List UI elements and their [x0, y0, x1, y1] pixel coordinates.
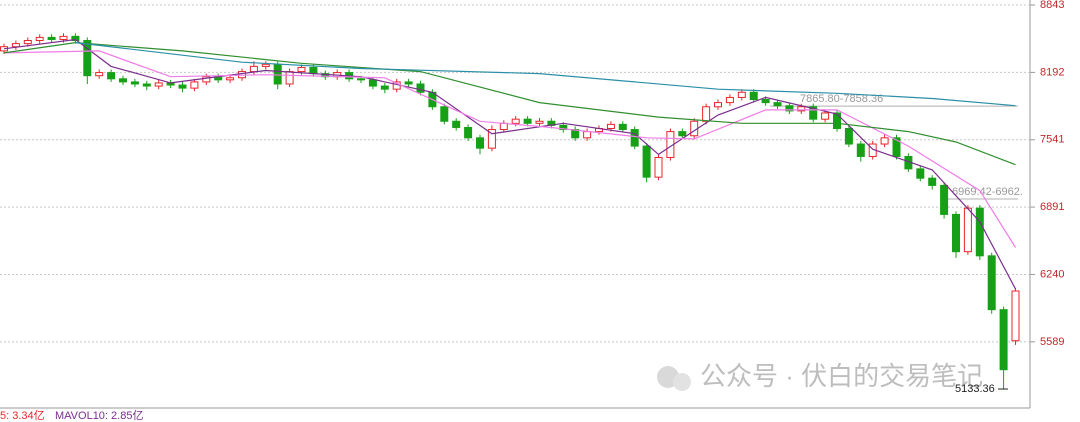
- moving-average-line: [75, 42, 1016, 107]
- candle-body: [963, 207, 972, 253]
- candle-body: [916, 168, 925, 179]
- y-tick-label: 8843: [1040, 0, 1064, 11]
- candle-body: [178, 84, 187, 89]
- candle-body: [297, 66, 306, 73]
- candle-body: [523, 118, 532, 124]
- candle-body: [487, 129, 496, 149]
- candle-body: [511, 118, 520, 124]
- candle-body: [368, 79, 377, 87]
- y-tick-label: 5589: [1040, 336, 1064, 348]
- y-tick-label: 8192: [1040, 66, 1064, 78]
- candle-body: [583, 131, 592, 139]
- candle-body: [749, 91, 758, 101]
- candle-body: [119, 78, 127, 83]
- watermark-icon: [673, 373, 691, 391]
- candle-body: [714, 102, 722, 108]
- candle-body: [821, 112, 830, 120]
- candle-body: [380, 85, 389, 90]
- candle-body: [202, 76, 211, 83]
- candle-body: [285, 71, 294, 85]
- candle-body: [725, 96, 734, 104]
- candle-body: [47, 36, 56, 40]
- candle-body: [440, 106, 449, 122]
- candle-body: [309, 66, 318, 75]
- candle-body: [499, 122, 508, 131]
- candle-body: [702, 106, 711, 122]
- candle-body: [107, 72, 116, 80]
- candle-body: [273, 63, 282, 85]
- candle-body: [190, 81, 199, 89]
- candle-body: [476, 137, 484, 149]
- candle-body: [535, 120, 544, 124]
- candle-body: [856, 143, 865, 157]
- candle-body: [249, 65, 258, 73]
- candle-body: [880, 137, 889, 145]
- candle-body: [797, 106, 806, 112]
- candle-body: [987, 255, 996, 311]
- candle-body: [642, 145, 651, 178]
- candle-body: [999, 309, 1008, 371]
- candle-body: [678, 131, 687, 137]
- candle-body: [928, 177, 937, 186]
- candle-body: [154, 82, 163, 87]
- watermark-text: 公众号 · 伏白的交易笔记: [700, 361, 983, 391]
- candle-body: [833, 112, 841, 129]
- candle-body: [35, 36, 44, 42]
- candle-body: [773, 102, 782, 107]
- candle-body: [844, 127, 853, 145]
- candle-body: [785, 105, 794, 112]
- candle-body: [404, 81, 413, 85]
- candle-body: [952, 213, 960, 253]
- candle-body: [559, 124, 568, 131]
- candle-body: [975, 207, 984, 257]
- moving-average-line: [3, 38, 1017, 290]
- candle-body: [130, 81, 139, 85]
- candle-body: [226, 77, 235, 81]
- candle-body: [71, 35, 80, 42]
- annotation-label: 6969.42-6962.: [952, 186, 1023, 198]
- candle-body: [23, 40, 32, 45]
- candle-body: [452, 120, 461, 128]
- moving-average-line: [3, 41, 1016, 166]
- candle-body: [59, 35, 68, 40]
- candle-body: [416, 83, 425, 93]
- candle-body: [357, 78, 365, 81]
- annotation-label: 7865.80-7858.36: [800, 93, 883, 105]
- candle-body: [11, 43, 20, 48]
- candle-body: [464, 126, 473, 139]
- candle-body: [892, 137, 901, 157]
- candle-body: [95, 72, 104, 77]
- candle-body: [618, 123, 627, 131]
- candle-body: [1011, 290, 1020, 342]
- low-marker-label: 5133.36: [955, 383, 995, 395]
- candle-body: [142, 83, 151, 87]
- moving-average-line: [3, 50, 1017, 248]
- volume-label: 5: 3.34亿: [0, 409, 45, 422]
- volume-label: MAVOL10: 2.85亿: [55, 409, 143, 422]
- y-tick-label: 6891: [1040, 201, 1064, 213]
- candle-body: [940, 184, 949, 215]
- candle-body: [737, 91, 746, 98]
- candle-body: [761, 99, 770, 104]
- candle-body: [261, 63, 270, 67]
- candle-body: [630, 129, 639, 147]
- candle-body: [654, 156, 663, 178]
- y-tick-label: 7541: [1040, 134, 1064, 146]
- y-tick-label: 6240: [1040, 268, 1064, 280]
- watermark: 公众号 · 伏白的交易笔记: [657, 361, 983, 391]
- candle-body: [83, 40, 92, 77]
- candle-body: [809, 106, 818, 120]
- candle-body: [606, 123, 615, 129]
